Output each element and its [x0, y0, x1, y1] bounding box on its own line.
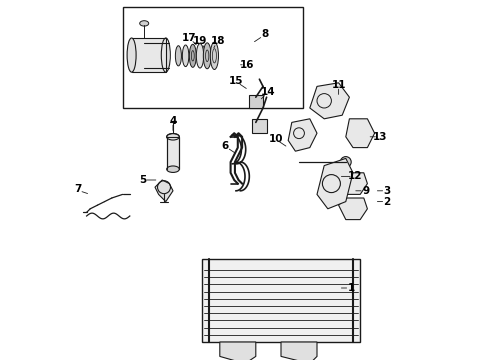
Bar: [167, 137, 179, 169]
Ellipse shape: [140, 21, 148, 26]
Polygon shape: [317, 158, 353, 209]
Bar: [122, 7, 303, 108]
Polygon shape: [288, 119, 317, 151]
Polygon shape: [155, 180, 173, 202]
Ellipse shape: [127, 38, 136, 72]
Ellipse shape: [167, 134, 179, 140]
Ellipse shape: [167, 166, 179, 172]
Text: 13: 13: [373, 132, 387, 142]
Text: 10: 10: [269, 134, 283, 144]
Text: 2: 2: [384, 197, 391, 207]
Text: 14: 14: [261, 87, 276, 97]
Ellipse shape: [210, 42, 219, 69]
Ellipse shape: [196, 44, 204, 68]
Polygon shape: [346, 119, 374, 148]
Polygon shape: [132, 38, 166, 72]
Bar: [248, 95, 263, 108]
Text: 18: 18: [211, 36, 225, 46]
Text: 12: 12: [347, 171, 362, 181]
Ellipse shape: [189, 44, 196, 67]
Bar: [202, 259, 360, 342]
Text: 11: 11: [331, 80, 346, 90]
Polygon shape: [281, 342, 317, 360]
Text: 8: 8: [261, 29, 269, 39]
Polygon shape: [310, 83, 349, 119]
Text: 6: 6: [221, 141, 229, 151]
Text: 19: 19: [193, 36, 207, 46]
Ellipse shape: [182, 45, 189, 67]
Text: 9: 9: [362, 186, 369, 196]
Circle shape: [341, 157, 351, 167]
Bar: [252, 119, 267, 133]
Text: 15: 15: [229, 76, 243, 86]
Bar: [144, 43, 170, 68]
Ellipse shape: [136, 43, 152, 68]
Text: 5: 5: [139, 175, 146, 185]
Polygon shape: [220, 342, 256, 360]
Text: 4: 4: [170, 116, 177, 126]
Text: 7: 7: [74, 184, 81, 194]
Text: 16: 16: [240, 60, 254, 70]
Text: 17: 17: [182, 33, 196, 43]
Ellipse shape: [175, 46, 181, 66]
Polygon shape: [339, 173, 368, 194]
Text: 3: 3: [384, 186, 391, 196]
Text: 1: 1: [347, 283, 355, 293]
Polygon shape: [339, 198, 368, 220]
Ellipse shape: [203, 43, 211, 69]
